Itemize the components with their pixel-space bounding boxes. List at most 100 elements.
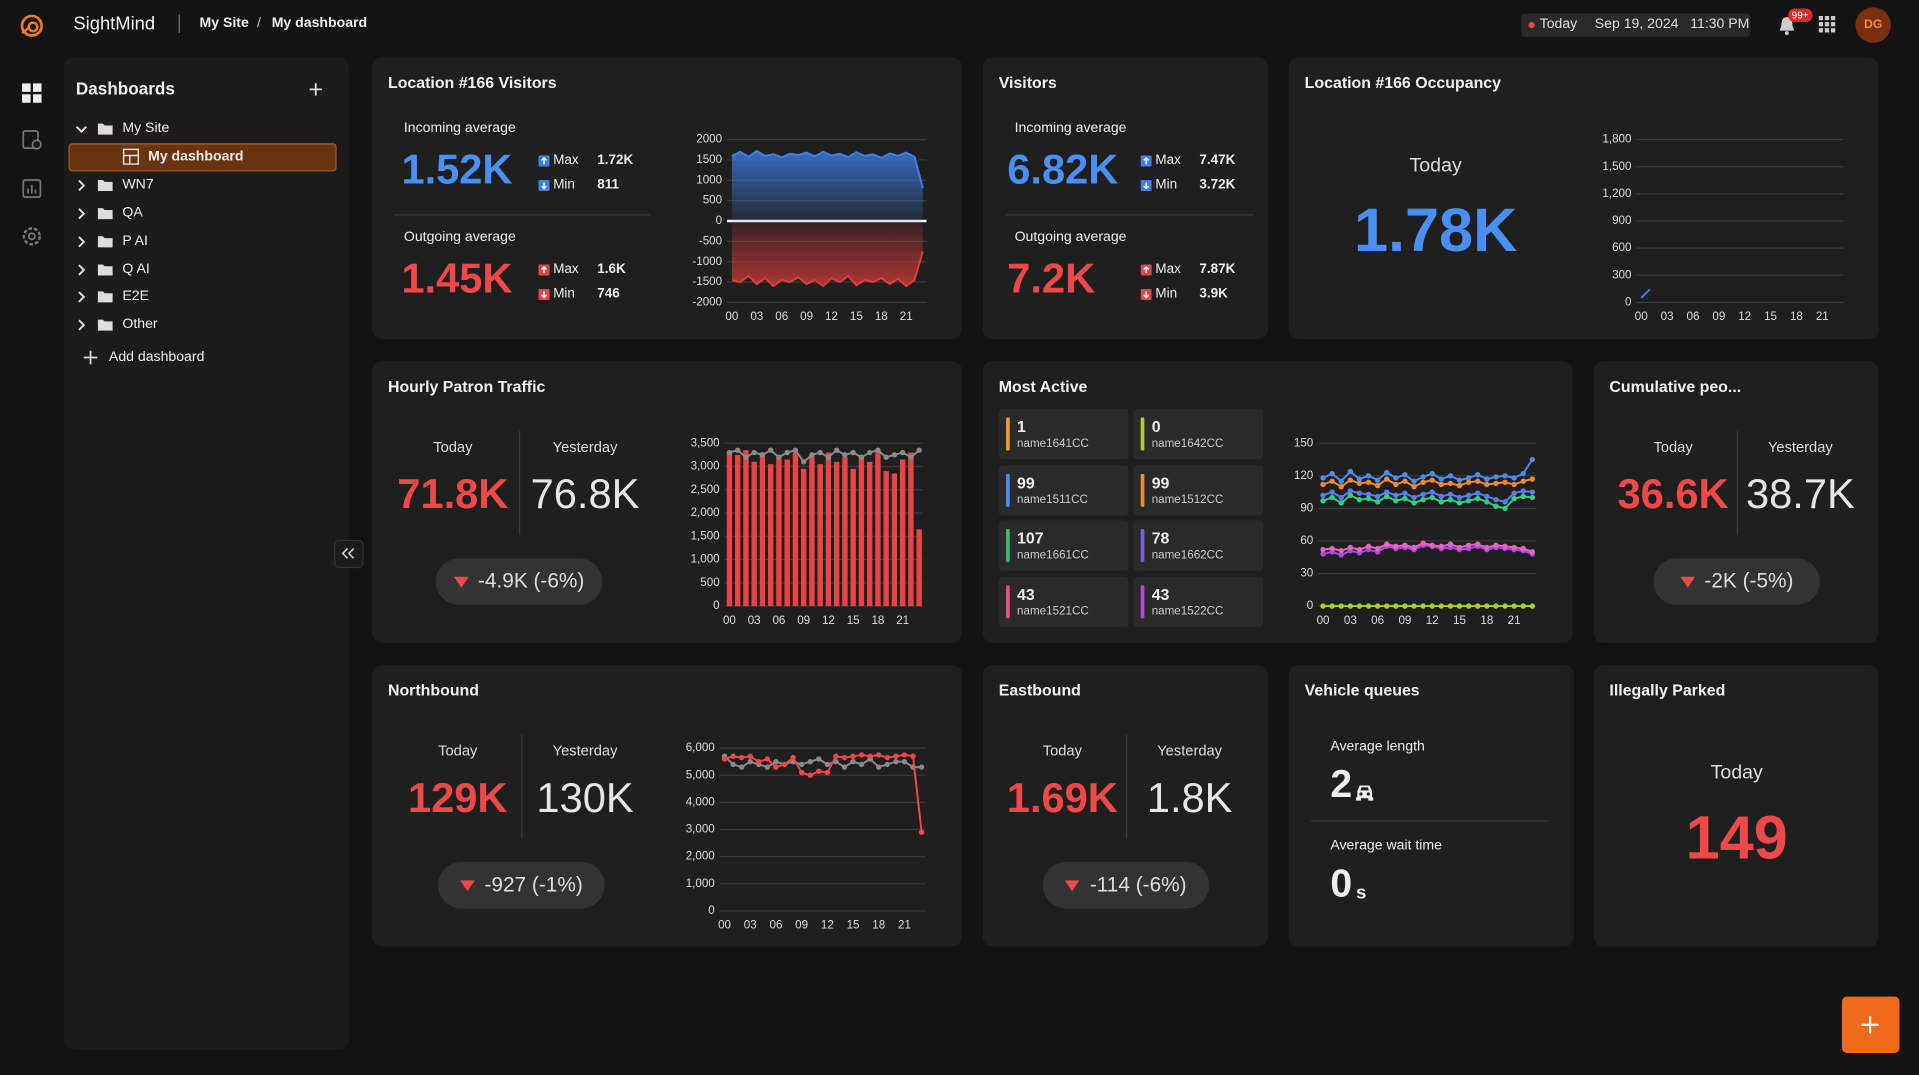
stat-label: Outgoing average [1014,230,1127,245]
tile-color [1140,584,1144,618]
marker [1374,482,1381,489]
marker [1502,479,1508,486]
marker [1511,495,1517,502]
tree-row[interactable]: WN7 [70,172,336,198]
marker [776,454,782,460]
collapse-button[interactable] [334,539,364,569]
marker [1347,468,1354,475]
rail-settings[interactable] [21,225,43,247]
yesterday-value: 38.7K [1745,471,1855,518]
y-tick-label: 1,200 [1602,187,1631,200]
rail-dashboards[interactable] [22,83,42,103]
marker [1465,498,1472,504]
avatar[interactable]: DG [1855,7,1891,43]
wait-unit: s [1356,882,1367,904]
delta-value: -114 (-6%) [1089,872,1187,897]
tile[interactable]: 78 name1662CC [1133,520,1264,571]
marker [759,452,766,458]
y-tick-label: 1,000 [691,553,720,566]
add-dashboard[interactable]: Add dashboard [108,350,205,365]
delta-arrow [459,879,475,891]
marker [1484,493,1490,500]
marker [1320,492,1326,499]
marker [1365,473,1372,479]
chevron [78,291,86,303]
tree-row[interactable]: Q AI [70,257,336,283]
y-tick-label: 2,500 [691,483,720,496]
tile[interactable]: 99 name1511CC [998,464,1129,515]
bar [891,473,898,607]
today-value: 1.78K [1353,195,1518,265]
marker [1393,603,1399,609]
marker [730,753,736,759]
marker [1456,500,1463,506]
wait-label: Average wait time [1330,838,1443,854]
tree-row[interactable]: My dashboard [68,143,337,172]
y-tick-label: 1,000 [686,877,715,890]
tile[interactable]: 43 name1521CC [998,576,1129,627]
bar [850,468,856,607]
marker [858,761,865,768]
x-tick-label: 15 [1764,310,1777,323]
today-value: 149 [1685,803,1788,872]
marker [1347,477,1354,483]
rail-reports[interactable] [22,130,43,151]
tile[interactable]: 0 name1642CC [1133,408,1264,460]
tile-color [1006,584,1010,618]
marker [784,449,790,456]
time-bar[interactable]: Today Sep 19, 2024 11:30 PM [1521,13,1751,37]
marker [1384,493,1390,500]
marker [1411,478,1417,484]
fab[interactable] [1841,996,1900,1053]
tile[interactable]: 107 name1661CC [998,520,1129,571]
delta-pill: -927 (-1%) [438,861,605,909]
y-tick-label: 3,000 [686,823,715,836]
tree-row[interactable]: My Site [70,116,336,142]
max-icon [538,264,550,276]
tree-row[interactable]: P AI [70,228,336,254]
tile[interactable]: 1 name1641CC [998,408,1129,460]
x-tick-label: 12 [822,614,835,627]
rail-analytics[interactable] [22,179,42,199]
max-label: Max [553,153,579,168]
line [724,753,923,833]
widget-title: Visitors [998,73,1057,92]
sidebar-title: Dashboards [75,78,175,98]
date: Sep 19, 2024 [1594,17,1679,32]
stat-value: 1.45K [401,255,513,303]
marker [1511,481,1517,488]
tile[interactable]: 43 name1522CC [1133,576,1264,627]
car-icon [1356,785,1374,801]
marker [1484,476,1490,482]
tree-row[interactable]: E2E [70,285,336,311]
bar [858,454,865,607]
max-label: Max [1155,262,1181,277]
x-tick-label: 09 [1398,614,1411,627]
marker [816,756,822,762]
wait-value: 0 [1330,860,1353,905]
marker [1465,492,1472,499]
tile[interactable]: 99 name1512CC [1133,464,1264,515]
folder [97,291,113,303]
tree-row[interactable]: QA [70,200,336,226]
line [1640,288,1651,299]
x-tick-label: 00 [1317,614,1330,627]
tree-row[interactable]: Other [70,313,336,339]
add-button[interactable] [308,82,323,97]
marker [1447,480,1454,487]
add-icon[interactable] [83,350,98,365]
line [1322,477,1533,488]
apps[interactable] [1818,15,1837,34]
collapse-icon [341,547,355,559]
max-label: Max [1155,153,1181,168]
marker [1374,499,1381,505]
bar [875,452,881,607]
folder [97,207,113,219]
marker [1493,480,1499,487]
breadcrumb-site[interactable]: My Site [199,15,249,31]
marker [1420,540,1426,546]
marker [1465,479,1472,486]
marker [901,758,908,765]
